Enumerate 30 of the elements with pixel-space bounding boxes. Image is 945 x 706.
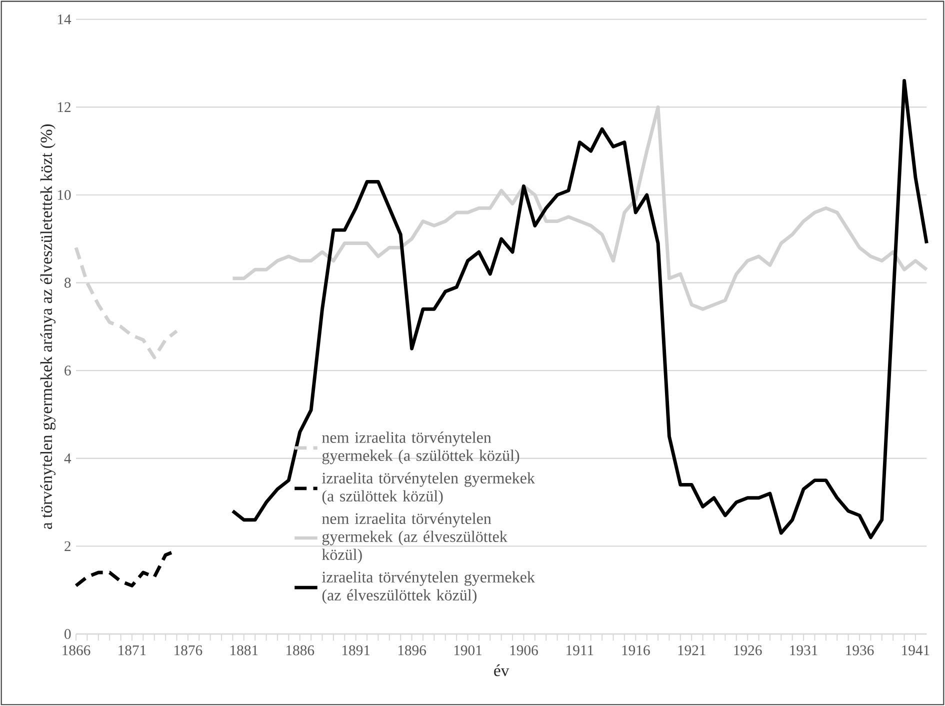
x-tick-label: 1891 — [342, 645, 370, 656]
x-tick-label: 1911 — [566, 645, 594, 656]
y-axis-title: a törvénytelen gyermekek aránya az élveszületettek közt (%) — [40, 124, 56, 529]
x-tick-label: 1941 — [902, 645, 930, 656]
y-tick-label: 8 — [64, 278, 71, 288]
y-tick-label: 0 — [64, 629, 71, 639]
legend-label: izraelita törvénytelen gyermekek (a szülöttek közül) — [322, 472, 535, 505]
x-tick-label: 1921 — [678, 645, 706, 656]
x-tick-label: 1886 — [286, 645, 314, 656]
legend-label: izraelita törvénytelen gyermekek (az élveszülöttek közül) — [322, 571, 535, 604]
x-axis-title: év — [494, 664, 510, 676]
y-tick-label: 4 — [64, 454, 72, 464]
x-tick-label: 1936 — [846, 645, 874, 656]
x-tick-label: 1876 — [174, 645, 202, 656]
x-tick-label: 1881 — [230, 645, 258, 656]
y-tick-label: 12 — [58, 102, 70, 112]
x-tick-label: 1906 — [510, 645, 538, 656]
y-tick-label: 14 — [58, 14, 72, 24]
x-tick-label: 1901 — [454, 645, 482, 656]
y-tick-label: 10 — [58, 190, 71, 200]
x-tick-label: 1931 — [790, 645, 818, 656]
legend-label: nem izraelita törvénytelen gyermekek (a szülöttek közül) — [322, 432, 520, 464]
legend-label: nem izraelita törvénytelen gyermekek (az élveszülöttek közül) — [322, 512, 508, 564]
y-tick-label: 6 — [64, 366, 71, 376]
x-tick-label: 1916 — [622, 645, 650, 656]
x-tick-label: 1871 — [118, 645, 146, 656]
x-tick-label: 1926 — [734, 645, 762, 656]
x-tick-label: 1866 — [62, 645, 90, 656]
x-tick-label: 1896 — [398, 645, 426, 656]
y-tick-label: 2 — [64, 541, 70, 552]
